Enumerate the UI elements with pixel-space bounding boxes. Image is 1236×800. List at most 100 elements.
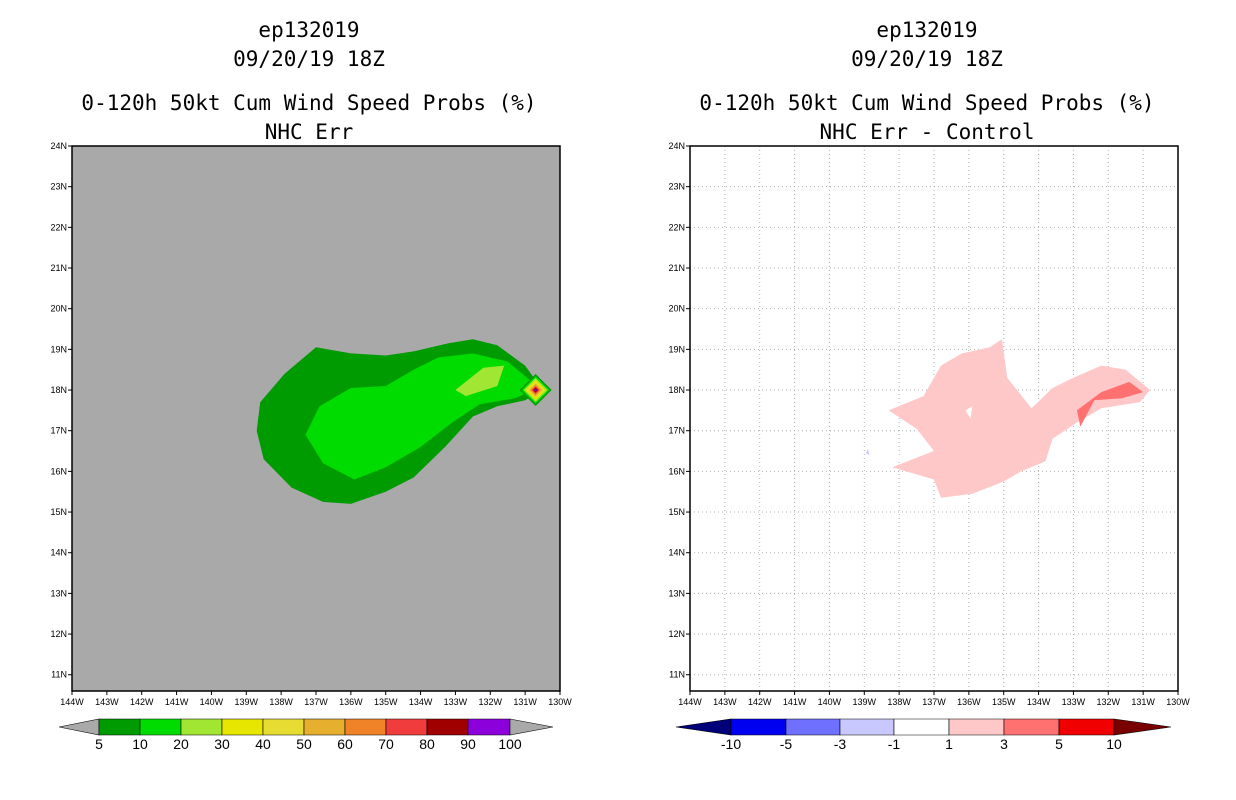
left-lon-label-142W: 142W [130, 697, 154, 707]
right-lon-label-139W: 139W [853, 697, 877, 707]
left-lat-label-21N: 21N [50, 263, 67, 273]
left-lat-label-15N: 15N [50, 507, 67, 517]
left-peak-marker [519, 374, 552, 407]
left-colorbar-segment [426, 718, 469, 736]
right-lon-label-142W: 142W [748, 697, 772, 707]
left-lon-label-143W: 143W [95, 697, 119, 707]
right-colorbar-segment [1058, 718, 1115, 736]
right-colorbar-segment [675, 718, 732, 736]
left-colorbar-label-100: 100 [498, 736, 522, 752]
right-lat-label-22N: 22N [668, 222, 685, 232]
left-colorbar-segment [344, 718, 387, 736]
right-lat-label-14N: 14N [668, 548, 685, 558]
right-lat-label-17N: 17N [668, 426, 685, 436]
right-lat-label-23N: 23N [668, 182, 685, 192]
right-lon-label-138W: 138W [887, 697, 911, 707]
right-lon-label-140W: 140W [818, 697, 842, 707]
left-colorbar-segment [221, 718, 264, 736]
right-lon-label-141W: 141W [783, 697, 807, 707]
left-colorbar-segment [467, 718, 511, 736]
left-colorbar-segment [98, 718, 141, 736]
right-contour-hole [965, 406, 973, 419]
left-colorbar-segment [303, 718, 346, 736]
left-colorbar-segment [262, 718, 305, 736]
left-colorbar: 5 10 20 30 40 50 60 70 80 90 100 [58, 718, 554, 752]
right-lat-label-11N: 11N [669, 670, 685, 680]
left-lon-label-132W: 132W [479, 697, 503, 707]
right-colorbar-label-5: 5 [1055, 736, 1063, 752]
left-lon-label-133W: 133W [444, 697, 468, 707]
right-contour-hole [895, 451, 901, 464]
left-lon-label-139W: 139W [235, 697, 259, 707]
left-colorbar-label-90: 90 [460, 736, 476, 752]
left-lat-label-12N: 12N [50, 629, 67, 639]
left-title-storm-id: ep132019 [258, 18, 360, 42]
right-colorbar-segment [1113, 718, 1172, 736]
right-contour--3--1 [866, 449, 870, 456]
left-colorbar-label-50: 50 [296, 736, 312, 752]
left-contour-20-30 [455, 365, 505, 397]
left-lon-label-136W: 136W [339, 697, 363, 707]
right-lat-label-24N: 24N [668, 141, 685, 151]
right-colorbar-segment [785, 718, 841, 736]
left-lat-label-13N: 13N [50, 588, 67, 598]
left-lon-label-135W: 135W [374, 697, 398, 707]
right-lon-label-136W: 136W [957, 697, 981, 707]
right-title-storm-id: ep132019 [876, 18, 978, 42]
left-peak-ring [534, 388, 538, 392]
right-colorbar-segment [730, 718, 787, 736]
left-colorbar-label-60: 60 [337, 736, 353, 752]
left-lat-label-20N: 20N [50, 304, 67, 314]
left-lon-label-130W: 130W [548, 697, 572, 707]
right-lon-label-137W: 137W [922, 697, 946, 707]
left-colorbar-label-20: 20 [173, 736, 189, 752]
left-colorbar-segment [385, 718, 428, 736]
left-lat-label-18N: 18N [50, 385, 67, 395]
right-lon-label-143W: 143W [713, 697, 737, 707]
right-lon-label-144W: 144W [678, 697, 702, 707]
left-lon-label-131W: 131W [513, 697, 537, 707]
left-colorbar-label-10: 10 [132, 736, 148, 752]
left-colorbar-label-5: 5 [95, 736, 103, 752]
left-colorbar-segment [509, 718, 554, 736]
left-colorbar-segment [58, 718, 100, 736]
left-colorbar-label-30: 30 [214, 736, 230, 752]
right-lat-label-12N: 12N [668, 629, 685, 639]
right-lon-label-134W: 134W [1027, 697, 1051, 707]
right-colorbar-label--3: -3 [834, 736, 847, 752]
left-title-main: 0-120h 50kt Cum Wind Speed Probs (%) [81, 91, 537, 115]
right-title-main: 0-120h 50kt Cum Wind Speed Probs (%) [699, 91, 1155, 115]
left-colorbar-label-40: 40 [255, 736, 271, 752]
left-title-datetime: 09/20/19 18Z [233, 47, 385, 71]
left-lat-label-17N: 17N [50, 426, 67, 436]
left-lat-label-23N: 23N [50, 182, 67, 192]
right-title-datetime: 09/20/19 18Z [851, 47, 1003, 71]
left-lat-label-24N: 24N [50, 141, 67, 151]
right-colorbar-segment [839, 718, 895, 736]
right-lat-label-18N: 18N [668, 385, 685, 395]
left-lat-label-14N: 14N [50, 548, 67, 558]
right-lat-label-21N: 21N [668, 263, 685, 273]
left-title-sub: NHC Err [264, 120, 354, 144]
left-colorbar-segment [180, 718, 223, 736]
right-title-sub: NHC Err - Control [819, 120, 1035, 144]
right-colorbar-segment [948, 718, 1005, 736]
right-contour-1-3 [888, 339, 1151, 498]
left-lon-label-141W: 141W [165, 697, 189, 707]
left-lat-label-22N: 22N [50, 222, 67, 232]
right-lat-label-20N: 20N [668, 304, 685, 314]
left-colorbar-segment [139, 718, 182, 736]
right-lon-label-135W: 135W [992, 697, 1016, 707]
right-colorbar: -10 -5 -3 -1 1 3 5 10 [675, 718, 1172, 752]
right-colorbar-label--10: -10 [721, 736, 741, 752]
right-lat-label-15N: 15N [668, 507, 685, 517]
left-lon-label-137W: 137W [304, 697, 328, 707]
left-lon-label-134W: 134W [409, 697, 433, 707]
right-colorbar-segment [893, 718, 950, 736]
right-colorbar-label--1: -1 [888, 736, 901, 752]
right-lon-label-132W: 132W [1097, 697, 1121, 707]
right-lon-label-131W: 131W [1131, 697, 1155, 707]
right-colorbar-label--5: -5 [780, 736, 793, 752]
left-lat-label-19N: 19N [50, 344, 67, 354]
